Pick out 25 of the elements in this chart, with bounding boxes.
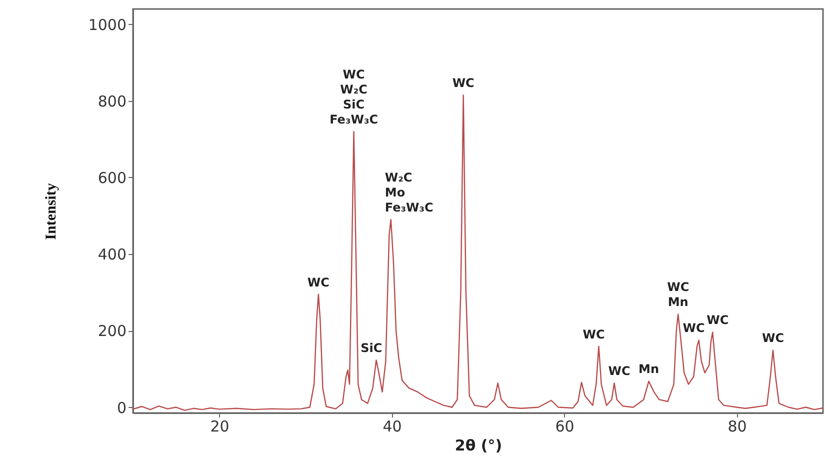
x-tick-label: 60 — [555, 418, 574, 436]
x-tick-label: 80 — [728, 418, 747, 436]
line-series — [133, 94, 823, 411]
annotation: WC — [762, 331, 784, 346]
annotation: WC — [582, 327, 605, 342]
y-tick-label: 800 — [98, 92, 126, 110]
annotation: WC — [608, 364, 631, 378]
y-tick-label: 600 — [98, 168, 126, 187]
annotation: WC — [307, 275, 330, 290]
x-tick-label: 20 — [210, 418, 230, 436]
annotation: SiC — [360, 341, 382, 356]
y-tick-label: 200 — [98, 322, 126, 340]
annotation: WC — [706, 313, 729, 328]
x-tick-label: 40 — [382, 418, 402, 436]
annotation: Mn — [638, 362, 660, 376]
y-tick-label: 0 — [116, 398, 126, 417]
annotation: W₂C Mo Fe₃W₃C — [384, 170, 434, 215]
annotation: WC Mn — [667, 280, 690, 310]
y-tick-label: 400 — [98, 246, 126, 264]
y-tick-label: 1000 — [88, 16, 126, 34]
annotation: WC — [452, 76, 475, 90]
annotation: WC W₂C SiC Fe₃W₃C — [330, 68, 378, 127]
x-axis-title: 2θ (°) — [454, 436, 502, 454]
y-axis-title: Intensity — [43, 182, 60, 240]
annotation: WC — [682, 321, 705, 336]
